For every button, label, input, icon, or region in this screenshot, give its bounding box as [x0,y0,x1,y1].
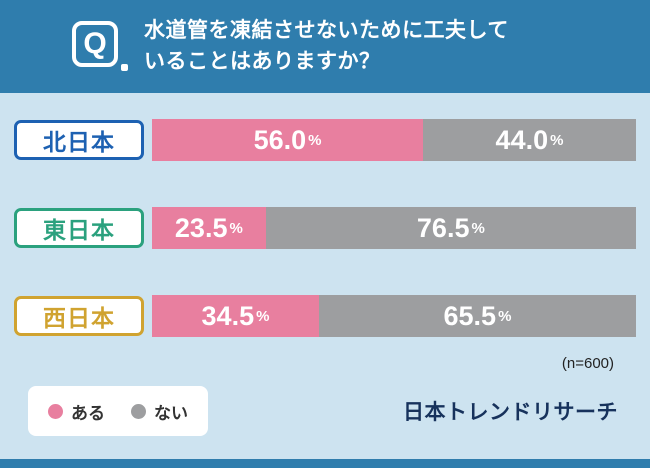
bar-segment-yes: 34.5% [152,295,319,337]
bar-segment-yes: 23.5% [152,207,266,249]
region-label-north: 北日本 [14,120,144,160]
region-label-west: 西日本 [14,296,144,336]
region-label-text: 東日本 [43,217,115,243]
legend-label-yes: ある [71,403,105,423]
bar-row-west-japan: 西日本 34.5% 65.5% [14,295,636,337]
percent-suffix: % [471,219,485,237]
bar-value: 23.5 [174,212,228,243]
brand-logo: 日本トレンドリサーチ [403,401,618,424]
question-line-1: 水道管を凍結させないために工夫して [144,19,509,43]
bar-value: 76.5 [416,212,470,243]
stacked-bar-east: 23.5% 76.5% [152,207,636,249]
chart-area: 北日本 56.0% 44.0% 東日本 23.5% 76.5% [0,119,650,436]
bar-value: 56.0 [253,124,307,155]
question-line-2: いることはありますか？ [144,49,381,73]
bar-segment-no: 65.5% [318,295,636,337]
legend-dot-no [131,403,146,419]
percent-suffix: % [256,307,270,325]
sample-size-note: (n=600) [561,355,614,372]
bar-value: 34.5 [201,300,255,331]
q-letter: Q [83,26,107,60]
percent-suffix: % [308,131,322,149]
legend-dot-yes [48,403,63,419]
percent-suffix: % [498,307,512,325]
region-label-text: 西日本 [43,305,115,331]
bottom-accent-bar [0,459,650,468]
stacked-bar-north: 56.0% 44.0% [152,119,636,161]
bar-value: 44.0 [495,124,549,155]
percent-suffix: % [229,219,243,237]
stacked-bar-west: 34.5% 65.5% [152,295,636,337]
bar-segment-no: 44.0% [423,119,636,161]
legend-item-no: ない [131,399,188,424]
legend-label-no: ない [154,403,188,423]
bar-row-east-japan: 東日本 23.5% 76.5% [14,207,636,249]
bar-segment-yes: 56.0% [152,119,424,161]
percent-suffix: % [550,131,564,149]
legend-item-yes: ある [48,399,105,424]
q-letter-box: Q [72,20,118,67]
bar-segment-no: 76.5% [265,207,636,249]
bar-row-north-japan: 北日本 56.0% 44.0% [14,119,636,161]
region-label-text: 北日本 [43,129,115,155]
question-icon: Q [72,20,128,73]
legend: ある ない [28,386,208,436]
question-text: 水道管を凍結させないために工夫して いることはありますか？ [144,16,509,77]
q-period-dot [121,63,128,71]
bar-value: 65.5 [443,300,497,331]
region-label-east: 東日本 [14,208,144,248]
footer-row: ある ない 日本トレンドリサーチ [14,386,636,436]
question-header: Q 水道管を凍結させないために工夫して いることはありますか？ [0,0,650,93]
